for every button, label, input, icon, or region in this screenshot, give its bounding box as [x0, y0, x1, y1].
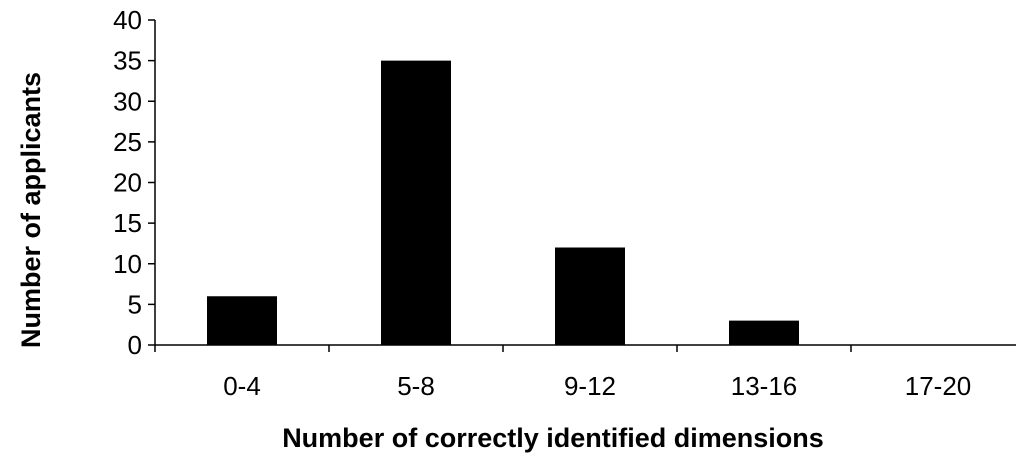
y-tick-label-5: 25	[113, 127, 142, 157]
bar-13-16	[729, 320, 799, 345]
x-tick-label-9-12: 9-12	[564, 371, 616, 401]
y-tick-label-3: 15	[113, 208, 142, 238]
y-tick-label-7: 35	[113, 46, 142, 76]
y-tick-label-2: 10	[113, 249, 142, 279]
bar-5-8	[381, 60, 451, 345]
x-tick-label-13-16: 13-16	[731, 371, 798, 401]
y-tick-label-4: 20	[113, 168, 142, 198]
y-tick-label-8: 40	[113, 5, 142, 35]
bar-0-4	[207, 296, 277, 345]
x-tick-label-17-20: 17-20	[905, 371, 972, 401]
x-tick-label-5-8: 5-8	[397, 371, 435, 401]
y-tick-label-6: 30	[113, 86, 142, 116]
x-axis-label: Number of correctly identified dimension…	[282, 423, 824, 453]
bars	[207, 60, 799, 345]
x-tick-label-0-4: 0-4	[223, 371, 261, 401]
y-tick-label-1: 5	[128, 289, 142, 319]
y-tick-label-0: 0	[128, 330, 142, 360]
y-axis-label: Number of applicants	[16, 72, 46, 348]
bar-9-12	[555, 247, 625, 345]
x-axis-ticks: 0-4 5-8 9-12 13-16 17-20	[154, 345, 972, 401]
y-axis-ticks: 0 5 10 15 20 25 30 35 40	[113, 5, 155, 360]
